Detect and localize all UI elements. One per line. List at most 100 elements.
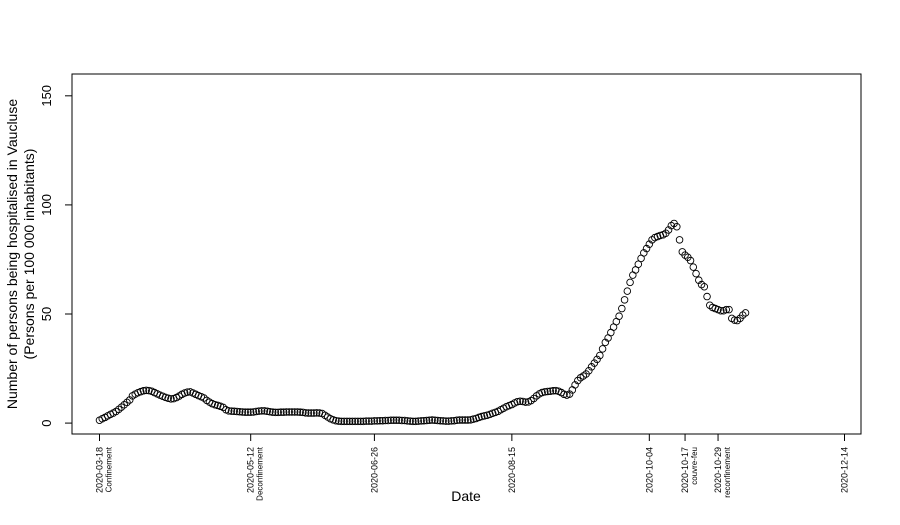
data-point bbox=[450, 416, 458, 425]
data-point bbox=[260, 407, 269, 415]
data-point bbox=[455, 416, 464, 424]
data-point bbox=[249, 408, 258, 416]
data-point bbox=[164, 394, 172, 402]
data-point bbox=[392, 416, 401, 425]
data-point bbox=[139, 387, 148, 395]
data-point bbox=[620, 296, 629, 304]
data-point bbox=[263, 407, 271, 416]
data-point bbox=[354, 417, 362, 426]
data-point bbox=[477, 412, 486, 421]
data-point bbox=[307, 409, 315, 417]
data-point bbox=[365, 417, 373, 425]
data-point bbox=[585, 366, 593, 375]
x-tick-label: 2020-10-17 bbox=[680, 447, 690, 493]
data-point bbox=[299, 408, 307, 417]
x-tick-label: 2020-03-18 bbox=[94, 447, 104, 493]
data-point bbox=[403, 417, 412, 425]
data-point bbox=[480, 412, 489, 420]
y-tick-label: 100 bbox=[39, 194, 54, 216]
data-point bbox=[689, 263, 698, 271]
x-tick-label: 2020-06-26 bbox=[369, 447, 379, 493]
data-point bbox=[378, 416, 387, 425]
data-point bbox=[686, 256, 695, 265]
data-point bbox=[279, 408, 288, 416]
data-point bbox=[381, 416, 390, 425]
x-tick-label: 2020-05-12 bbox=[246, 447, 256, 493]
data-point bbox=[411, 417, 420, 426]
data-point bbox=[290, 408, 299, 416]
data-point bbox=[345, 417, 354, 426]
event-annotation: couvre-feu bbox=[690, 447, 699, 485]
data-point bbox=[593, 355, 601, 364]
data-point bbox=[615, 312, 623, 320]
data-point bbox=[125, 396, 134, 404]
data-point bbox=[516, 397, 524, 406]
data-point bbox=[362, 417, 370, 425]
data-point bbox=[420, 416, 428, 425]
data-point bbox=[400, 416, 409, 425]
data-point bbox=[343, 417, 351, 426]
y-axis-subtitle: (Persons per 100 000 inhabitants) bbox=[21, 149, 37, 360]
data-point bbox=[211, 401, 219, 409]
data-point bbox=[425, 416, 434, 425]
data-point bbox=[312, 409, 321, 417]
data-point bbox=[227, 407, 236, 415]
data-point bbox=[730, 316, 739, 324]
data-point bbox=[389, 416, 398, 425]
data-point bbox=[285, 408, 293, 416]
data-point bbox=[310, 409, 318, 417]
data-point bbox=[376, 416, 384, 425]
data-point bbox=[406, 417, 414, 425]
data-point bbox=[332, 416, 340, 425]
data-point bbox=[351, 417, 359, 426]
data-point bbox=[722, 305, 731, 314]
data-point bbox=[373, 417, 381, 425]
data-point bbox=[675, 236, 684, 244]
data-point bbox=[219, 403, 227, 412]
data-point bbox=[348, 417, 357, 426]
plot-frame bbox=[71, 73, 862, 435]
data-point bbox=[552, 386, 560, 395]
data-point bbox=[241, 408, 249, 416]
x-tick-label: 2020-12-14 bbox=[840, 447, 850, 493]
data-point bbox=[469, 415, 478, 423]
data-points bbox=[95, 219, 750, 426]
data-point bbox=[447, 417, 456, 425]
data-point bbox=[436, 416, 445, 425]
data-point bbox=[703, 292, 711, 301]
data-point bbox=[513, 397, 522, 406]
data-point bbox=[235, 408, 244, 416]
data-point bbox=[433, 416, 442, 425]
data-point bbox=[233, 407, 241, 416]
data-point bbox=[304, 409, 313, 417]
data-point bbox=[252, 407, 260, 416]
data-point bbox=[521, 398, 530, 406]
event-annotation: Deconfinement bbox=[256, 446, 265, 501]
data-point bbox=[417, 417, 425, 425]
data-point bbox=[370, 417, 379, 425]
data-point bbox=[700, 282, 709, 291]
data-point bbox=[673, 222, 681, 231]
data-point bbox=[282, 408, 291, 416]
event-annotation: Confinement bbox=[104, 446, 113, 492]
data-point bbox=[257, 407, 266, 415]
x-axis: 2020-03-18 Confinement 2020-05-12 Deconfine… bbox=[94, 433, 850, 501]
y-tick-label: 50 bbox=[39, 307, 54, 321]
data-point bbox=[549, 387, 557, 395]
data-point bbox=[367, 417, 376, 425]
data-point bbox=[422, 416, 431, 425]
y-tick-label: 150 bbox=[39, 85, 54, 107]
data-point bbox=[634, 260, 643, 269]
data-point bbox=[538, 388, 546, 397]
data-point bbox=[230, 407, 238, 416]
data-point bbox=[431, 416, 439, 425]
data-point bbox=[123, 398, 131, 407]
x-tick-label: 2020-08-15 bbox=[507, 447, 517, 493]
data-point bbox=[398, 416, 406, 425]
data-point bbox=[543, 387, 552, 396]
data-point bbox=[546, 387, 555, 395]
data-point bbox=[340, 417, 348, 426]
data-point bbox=[271, 408, 280, 417]
data-point bbox=[183, 388, 192, 396]
data-point bbox=[439, 417, 447, 425]
